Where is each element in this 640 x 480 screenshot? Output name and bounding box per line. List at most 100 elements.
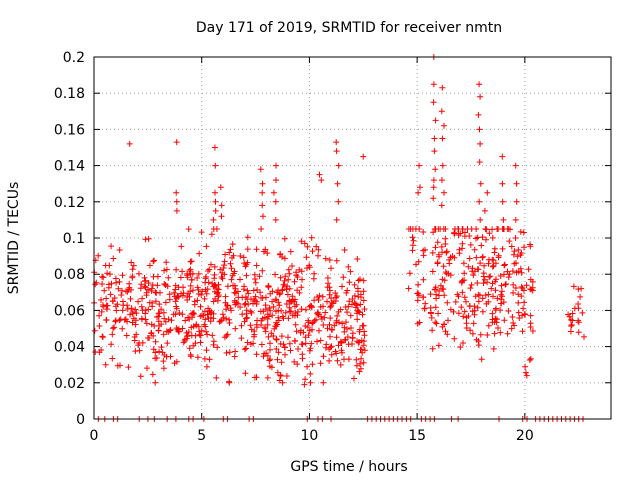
data-point <box>461 233 468 240</box>
data-point <box>212 162 219 169</box>
data-point <box>296 266 303 273</box>
data-point <box>179 325 186 332</box>
data-point <box>274 321 281 328</box>
data-point <box>446 260 453 267</box>
data-point <box>477 180 484 187</box>
data-point <box>476 126 483 133</box>
data-point <box>264 321 271 328</box>
data-point <box>112 317 119 324</box>
data-point <box>309 248 316 255</box>
data-point <box>293 269 300 276</box>
data-point <box>355 288 361 295</box>
data-point <box>498 291 504 298</box>
data-point <box>499 153 506 160</box>
data-point <box>581 333 587 340</box>
data-point <box>151 257 158 264</box>
data-point <box>504 268 511 275</box>
data-point <box>257 289 264 296</box>
data-point <box>439 84 446 91</box>
data-point <box>349 296 356 302</box>
data-point <box>332 290 339 296</box>
data-point <box>414 297 421 304</box>
data-point <box>497 300 504 307</box>
data-point <box>108 280 115 287</box>
data-point <box>415 281 422 288</box>
y-tick-label: 0.04 <box>54 340 85 356</box>
data-point <box>166 296 173 303</box>
data-point <box>270 333 277 339</box>
data-point <box>99 281 106 287</box>
data-point <box>240 254 247 261</box>
data-point <box>277 251 284 258</box>
data-point <box>355 308 362 315</box>
data-point <box>522 311 529 318</box>
data-point <box>151 322 158 329</box>
data-point <box>332 298 339 304</box>
data-point <box>156 301 163 308</box>
data-point <box>173 325 180 332</box>
data-point <box>244 314 251 321</box>
data-point <box>521 299 528 306</box>
data-point <box>139 339 146 346</box>
data-point <box>287 347 294 354</box>
data-point <box>458 304 465 311</box>
data-point <box>251 333 257 340</box>
data-point <box>327 304 334 311</box>
data-point <box>260 213 266 220</box>
data-point <box>142 307 149 313</box>
data-point <box>434 239 441 246</box>
data-point <box>242 263 249 270</box>
data-point <box>286 270 293 277</box>
data-point <box>483 300 490 307</box>
data-point <box>298 268 305 275</box>
data-point <box>253 374 260 381</box>
data-point <box>152 379 159 386</box>
data-point <box>354 338 361 345</box>
data-point <box>459 277 466 284</box>
data-point <box>315 252 321 259</box>
data-point <box>311 297 318 304</box>
data-point <box>259 180 266 187</box>
data-point <box>309 361 316 368</box>
data-point <box>96 323 103 329</box>
data-point <box>427 309 434 316</box>
data-point <box>226 249 233 256</box>
data-point <box>269 312 276 319</box>
data-point <box>187 266 194 273</box>
data-point <box>288 308 294 315</box>
data-point <box>163 259 170 266</box>
data-point <box>179 311 186 318</box>
data-point <box>463 314 470 321</box>
data-point <box>282 273 289 280</box>
data-point <box>516 315 523 321</box>
data-point <box>270 189 277 196</box>
data-point <box>219 311 226 318</box>
data-point <box>110 325 116 332</box>
data-point <box>527 312 534 319</box>
data-point <box>172 298 179 305</box>
data-point <box>328 299 335 306</box>
data-point <box>127 311 134 318</box>
data-point <box>165 274 172 281</box>
data-point <box>267 307 274 314</box>
data-point <box>491 330 498 337</box>
data-point <box>211 144 218 151</box>
data-point <box>500 299 507 306</box>
data-point <box>527 276 534 283</box>
data-point <box>505 274 512 281</box>
data-point <box>104 306 110 313</box>
data-point <box>277 373 284 379</box>
data-point <box>513 269 520 276</box>
data-point <box>335 198 342 205</box>
data-point <box>108 341 115 348</box>
data-point <box>226 316 233 323</box>
data-point <box>142 310 149 317</box>
data-point <box>235 288 241 295</box>
data-point <box>286 340 293 347</box>
data-point <box>429 268 436 275</box>
data-point <box>474 280 481 286</box>
data-point <box>258 294 264 301</box>
data-point <box>212 207 219 214</box>
data-point <box>107 271 113 278</box>
data-point <box>173 189 180 196</box>
